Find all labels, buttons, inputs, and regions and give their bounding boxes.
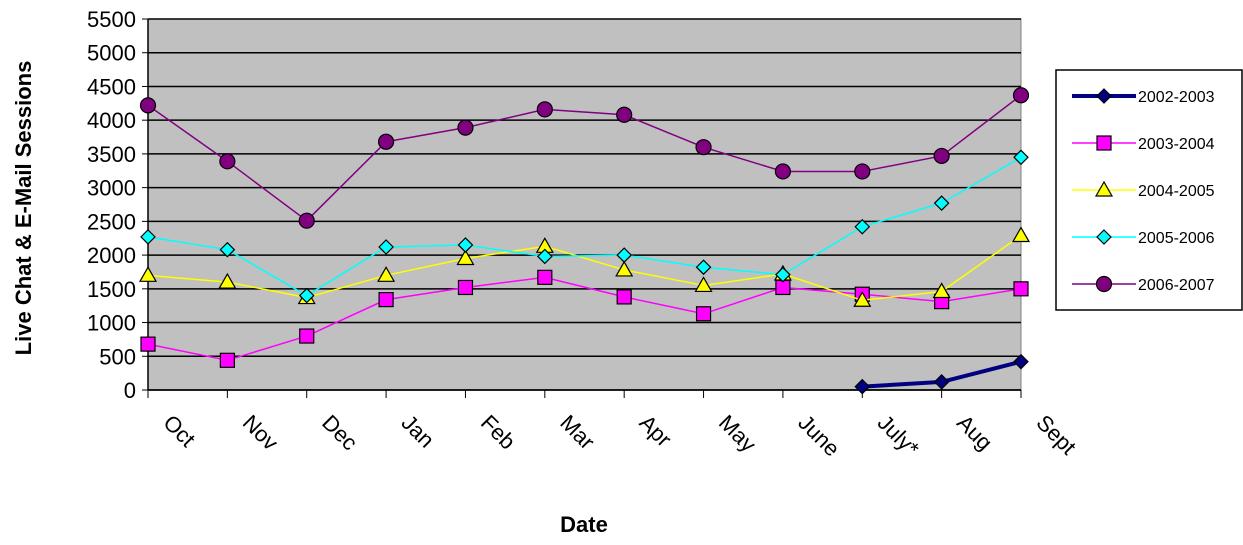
data-point [536, 248, 553, 265]
data-point [616, 247, 633, 263]
data-point [616, 289, 632, 305]
x-tick-label: Sept [1031, 410, 1081, 460]
y-tick-label: 5000 [87, 41, 136, 66]
x-tick-label: Oct [158, 410, 200, 452]
data-point [695, 259, 712, 276]
x-tick-label: Apr [635, 410, 677, 452]
data-point [775, 266, 791, 283]
legend-marker [1094, 180, 1114, 197]
series-line [147, 94, 1022, 222]
series-2006-2007 [139, 87, 1030, 229]
data-point [1012, 87, 1030, 104]
data-point [218, 272, 237, 289]
x-tick-label: July* [873, 410, 925, 462]
x-tick-label: Jan [397, 410, 440, 453]
y-tick-label: 5500 [87, 7, 136, 32]
data-point [298, 287, 315, 304]
data-point [457, 119, 474, 136]
legend-marker [1096, 135, 1112, 151]
legend-label: 2003-2004 [1138, 136, 1215, 153]
data-point [219, 153, 236, 170]
legend-marker [1096, 88, 1112, 104]
y-tick-label: 1000 [87, 311, 136, 336]
data-point [536, 101, 553, 118]
legend-marker [1096, 229, 1112, 245]
data-point [299, 328, 315, 344]
data-point [537, 269, 553, 285]
data-point [1011, 226, 1031, 243]
data-point [456, 249, 475, 266]
data-point [378, 292, 394, 308]
data-point [853, 291, 872, 307]
data-point [140, 336, 156, 352]
x-tick-label: Mar [555, 410, 599, 454]
data-point [616, 106, 633, 123]
data-point [932, 282, 951, 299]
x-axis-title: Date [560, 512, 608, 537]
x-tick-label: Feb [476, 410, 520, 454]
x-tick-label: Dec [317, 410, 362, 455]
data-point [695, 306, 712, 322]
data-point [774, 163, 792, 180]
data-point [933, 195, 950, 211]
series-line [147, 276, 1022, 362]
data-point [615, 260, 634, 277]
data-point [219, 352, 235, 368]
data-point [1013, 281, 1029, 297]
data-point [1013, 353, 1029, 370]
plot-background [147, 18, 1022, 391]
data-point [854, 378, 871, 395]
x-tick-label: Nov [238, 410, 283, 455]
data-point [377, 133, 395, 150]
data-point [775, 279, 791, 296]
data-point [933, 374, 950, 390]
series-group [138, 87, 1031, 395]
x-tick-label: May [714, 410, 761, 457]
data-point [378, 239, 394, 255]
legend-label: 2006-2007 [1138, 277, 1215, 294]
x-tick-label: Aug [952, 410, 997, 455]
plot-area [147, 18, 1022, 391]
y-tick-label: 500 [99, 344, 136, 369]
legend-label: 2004-2005 [1138, 183, 1215, 200]
legend-label: 2005-2006 [1138, 230, 1215, 247]
data-point [377, 266, 396, 282]
data-point [219, 241, 236, 258]
data-point [139, 97, 157, 114]
data-point [854, 218, 871, 235]
data-point [457, 279, 474, 296]
data-point [457, 237, 474, 253]
series-2005-2006 [140, 149, 1029, 304]
x-tick-label: June [793, 410, 844, 461]
y-axis-title: Live Chat & E-Mail Sessions [11, 61, 36, 356]
legend: 2002-2003 2003-2004 2004-2005 2005-2006 2006… [1055, 69, 1243, 311]
data-point [298, 212, 315, 229]
y-tick-label: 0 [124, 378, 136, 403]
series-line [147, 156, 1022, 297]
y-tick-label: 3500 [87, 142, 136, 167]
data-point [854, 163, 871, 180]
y-tick-label: 2500 [87, 209, 136, 234]
data-point [694, 276, 713, 293]
legend-label: 2002-2003 [1138, 89, 1215, 106]
y-tick-label: 3000 [87, 176, 136, 201]
y-tick-label: 4500 [87, 74, 136, 99]
series-line [147, 234, 1022, 302]
data-point [695, 139, 712, 156]
series-2002-2003 [854, 353, 1029, 395]
y-tick-label: 4000 [87, 108, 136, 133]
data-point [933, 147, 950, 165]
data-point [1013, 149, 1029, 166]
data-point [140, 229, 156, 245]
legend-marker [1095, 275, 1113, 293]
y-tick-label: 2000 [87, 243, 136, 268]
y-tick-label: 1500 [87, 277, 136, 302]
data-point [138, 266, 158, 282]
